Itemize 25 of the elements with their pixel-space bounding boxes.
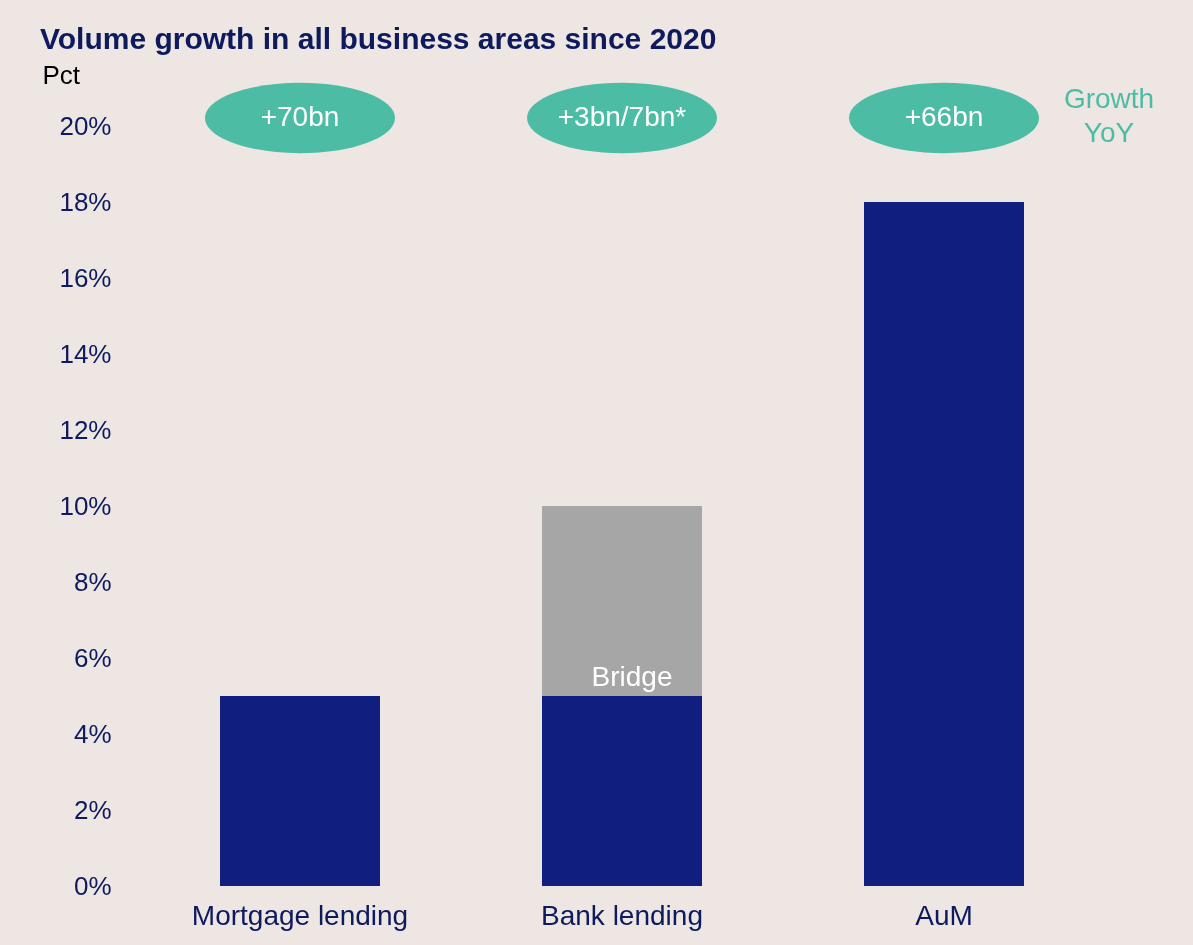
y-tick-label: 2% <box>73 794 112 825</box>
y-tick-label: 4% <box>73 718 112 749</box>
x-tick-label: Bank lending <box>541 899 703 931</box>
y-tick-label: 18% <box>59 186 112 217</box>
y-tick-label: 0% <box>73 870 112 901</box>
y-tick-label: 6% <box>73 642 112 673</box>
series-label: Bridge <box>591 661 673 692</box>
bar <box>542 696 702 886</box>
annotation: Growth YoY <box>1063 83 1155 148</box>
y-tick-label: 16% <box>59 262 112 293</box>
y-tick-label: 20% <box>59 110 112 141</box>
annotation: +3bn/7bn* <box>557 101 687 132</box>
y-tick-label: 14% <box>59 338 112 369</box>
bar <box>220 696 380 886</box>
chart-title: Volume growth in all business areas since 2020 <box>40 22 717 55</box>
bar <box>864 202 1024 886</box>
bar <box>542 506 702 696</box>
x-tick-label: AuM <box>915 899 973 931</box>
annotation: +70bn <box>260 101 340 132</box>
y-axis-title: Pct <box>42 59 81 90</box>
y-tick-label: 12% <box>59 414 112 445</box>
x-tick-label: Mortgage lending <box>191 899 409 931</box>
annotation: +66bn <box>904 101 984 132</box>
y-tick-label: 10% <box>59 490 112 521</box>
y-tick-label: 8% <box>73 566 112 597</box>
